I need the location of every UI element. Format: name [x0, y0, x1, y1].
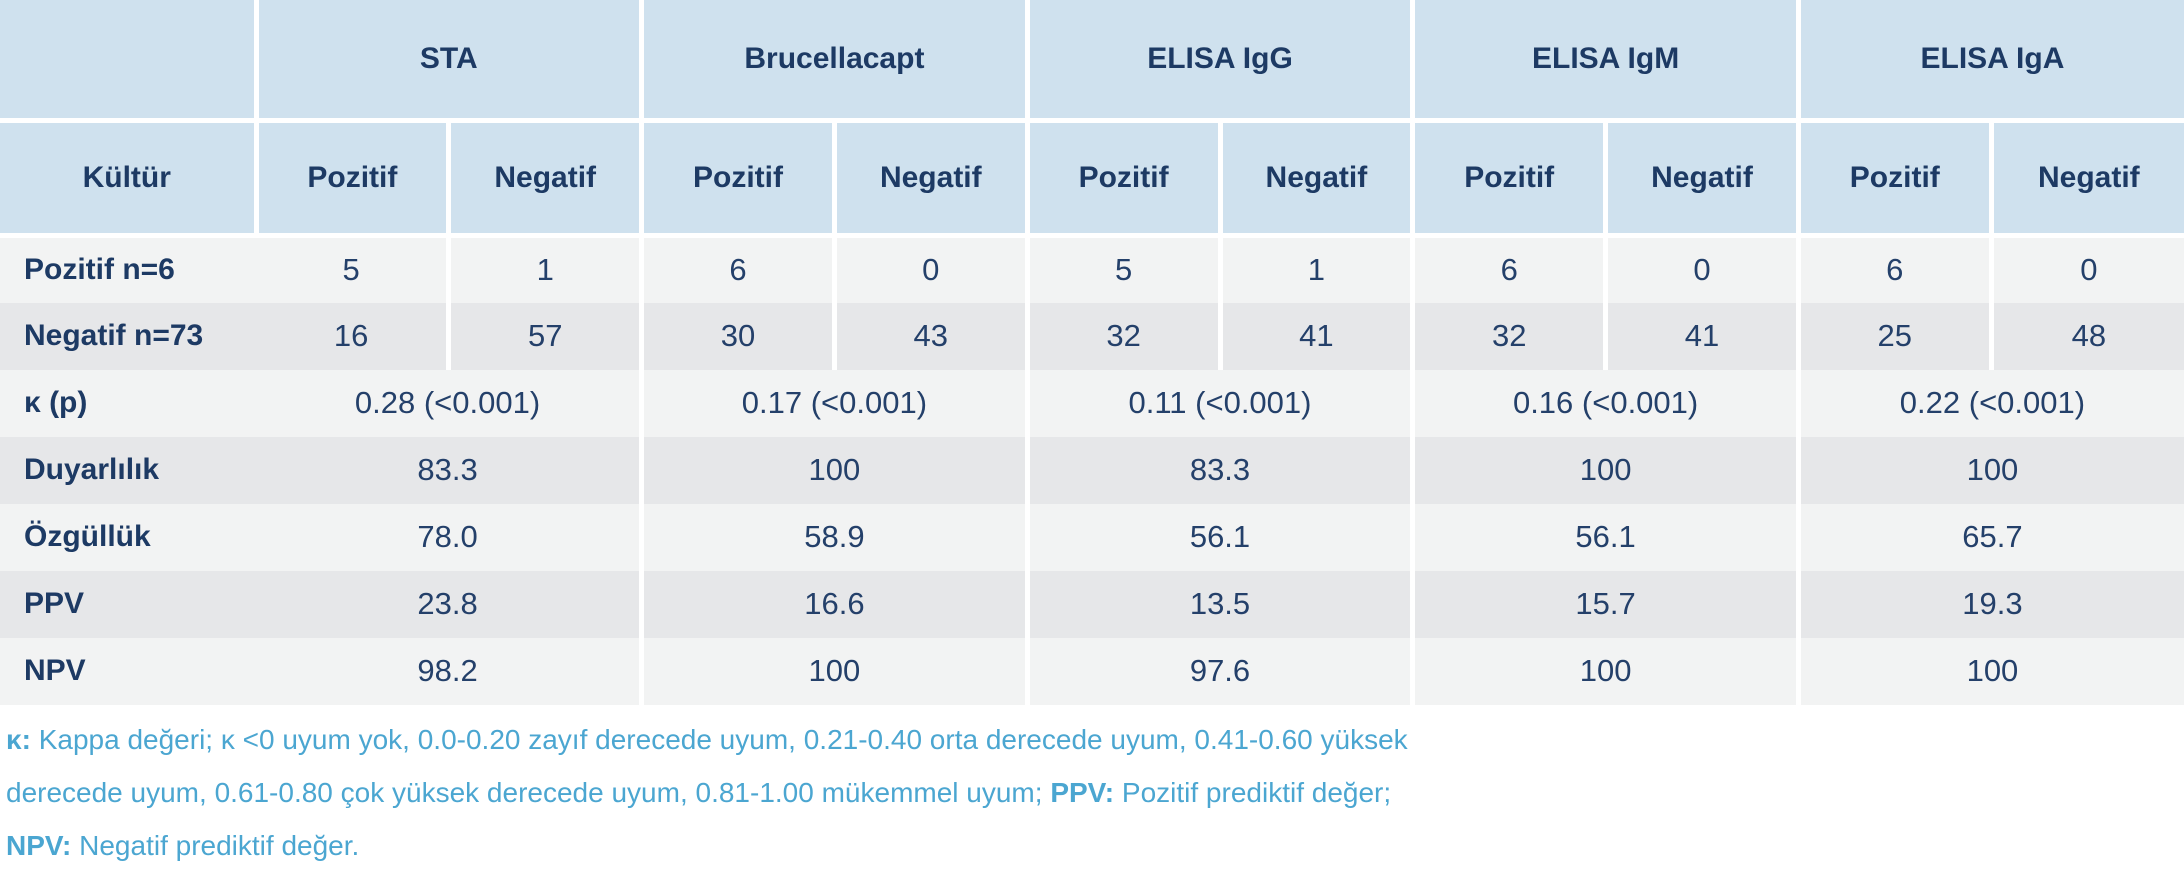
data-cell: 83.3	[256, 436, 642, 504]
data-cell: 32	[1410, 302, 1606, 370]
table-row-kappa: κ (p) 0.28 (<0.001) 0.17 (<0.001) 0.11 (…	[0, 369, 2184, 437]
subheader-row: Kültür Pozitif Negatif Pozitif Negatif P…	[0, 120, 2184, 238]
row-header-kultur: Kültür	[0, 120, 256, 238]
footnote-line-2-pre: derecede uyum, 0.61-0.80 çok yüksek dere…	[6, 776, 1051, 808]
row-label-ppv: PPV	[0, 570, 256, 638]
data-cell: 6	[639, 235, 835, 303]
footnote-ppv-label: PPV:	[1050, 776, 1115, 808]
group-header-elisa-igg: ELISA IgG	[1024, 0, 1413, 123]
subheader-negatif: Negatif	[1603, 120, 1799, 238]
data-cell: 6	[1795, 235, 1992, 303]
subheader-pozitif: Pozitif	[1795, 120, 1992, 238]
footnote-line-3: NPV: Negatif prediktif değer.	[6, 819, 2184, 871]
row-label-duyarlilik: Duyarlılık	[0, 436, 256, 504]
data-cell: 100	[1410, 436, 1799, 504]
data-cell: 100	[639, 436, 1028, 504]
table-row-pozitif-n6: Pozitif n=6 5 1 6 0 5 1 6 0 6 0	[0, 235, 2184, 303]
data-cell: 16.6	[639, 570, 1028, 638]
row-label-negatif-n73: Negatif n=73	[0, 302, 256, 370]
data-cell: 98.2	[256, 637, 642, 705]
group-header-brucellacapt: Brucellacapt	[639, 0, 1028, 123]
data-cell: 30	[639, 302, 835, 370]
footnote-line-2: derecede uyum, 0.61-0.80 çok yüksek dere…	[6, 766, 2184, 819]
corner-cell	[0, 0, 256, 123]
data-cell: 57	[446, 302, 642, 370]
data-cell: 100	[1795, 637, 2184, 705]
table-row-negatif-n73: Negatif n=73 16 57 30 43 32 41 32 41 25 …	[0, 302, 2184, 370]
data-cell: 100	[1795, 436, 2184, 504]
data-cell: 1	[446, 235, 642, 303]
data-cell: 65.7	[1795, 503, 2184, 571]
subheader-pozitif: Pozitif	[253, 120, 449, 238]
group-header-row: STA Brucellacapt ELISA IgG ELISA IgM ELI…	[0, 0, 2184, 123]
data-cell: 0.17 (<0.001)	[639, 369, 1028, 437]
table-row-duyarlilik: Duyarlılık 83.3 100 83.3 100 100	[0, 436, 2184, 504]
data-cell: 15.7	[1410, 570, 1799, 638]
group-header-elisa-iga: ELISA IgA	[1795, 0, 2184, 123]
row-label-npv: NPV	[0, 637, 256, 705]
table-row-npv: NPV 98.2 100 97.6 100 100	[0, 637, 2184, 705]
data-cell: 43	[831, 302, 1028, 370]
table-footnote: κ: Kappa değeri; κ <0 uyum yok, 0.0-0.20…	[0, 713, 2184, 871]
results-table: STA Brucellacapt ELISA IgG ELISA IgM ELI…	[0, 0, 2184, 705]
group-header-sta: STA	[253, 0, 642, 123]
data-cell: 0.22 (<0.001)	[1795, 369, 2184, 437]
group-header-elisa-igm: ELISA IgM	[1410, 0, 1799, 123]
row-label-ozgulluk: Özgüllük	[0, 503, 256, 571]
data-cell: 41	[1217, 302, 1413, 370]
data-cell: 48	[1988, 302, 2184, 370]
footnote-line-2-post: Pozitif prediktif değer;	[1114, 776, 1392, 808]
data-cell: 13.5	[1024, 570, 1413, 638]
data-cell: 0	[1603, 235, 1799, 303]
data-cell: 25	[1795, 302, 1992, 370]
subheader-negatif: Negatif	[831, 120, 1028, 238]
table-row-ozgulluk: Özgüllük 78.0 58.9 56.1 56.1 65.7	[0, 503, 2184, 571]
data-cell: 0.11 (<0.001)	[1024, 369, 1413, 437]
footnote-line-1: κ: Kappa değeri; κ <0 uyum yok, 0.0-0.20…	[6, 713, 2184, 766]
subheader-pozitif: Pozitif	[1024, 120, 1220, 238]
data-cell: 32	[1024, 302, 1220, 370]
data-cell: 0.28 (<0.001)	[256, 369, 642, 437]
subheader-pozitif: Pozitif	[1410, 120, 1606, 238]
data-cell: 78.0	[256, 503, 642, 571]
table-row-ppv: PPV 23.8 16.6 13.5 15.7 19.3	[0, 570, 2184, 638]
footnote-line-1-text: Kappa değeri; κ <0 uyum yok, 0.0-0.20 za…	[30, 723, 1408, 755]
data-cell: 23.8	[256, 570, 642, 638]
data-cell: 41	[1603, 302, 1799, 370]
subheader-negatif: Negatif	[446, 120, 642, 238]
data-cell: 1	[1217, 235, 1413, 303]
footnote-npv-label: NPV:	[6, 829, 72, 861]
subheader-negatif: Negatif	[1217, 120, 1413, 238]
data-cell: 0	[1988, 235, 2184, 303]
data-cell: 97.6	[1024, 637, 1413, 705]
data-cell: 16	[256, 302, 449, 370]
footnote-kappa-label: κ:	[6, 723, 31, 755]
data-cell: 5	[256, 235, 449, 303]
data-cell: 6	[1410, 235, 1606, 303]
data-cell: 83.3	[1024, 436, 1413, 504]
data-cell: 100	[639, 637, 1028, 705]
subheader-pozitif: Pozitif	[639, 120, 835, 238]
row-label-kappa: κ (p)	[0, 369, 256, 437]
data-cell: 56.1	[1024, 503, 1413, 571]
row-label-pozitif-n6: Pozitif n=6	[0, 235, 256, 303]
subheader-negatif: Negatif	[1988, 120, 2184, 238]
data-cell: 5	[1024, 235, 1220, 303]
data-cell: 100	[1410, 637, 1799, 705]
data-cell: 0.16 (<0.001)	[1410, 369, 1799, 437]
data-cell: 19.3	[1795, 570, 2184, 638]
footnote-line-3-text: Negatif prediktif değer.	[71, 829, 360, 861]
data-cell: 58.9	[639, 503, 1028, 571]
data-cell: 0	[831, 235, 1028, 303]
data-cell: 56.1	[1410, 503, 1799, 571]
